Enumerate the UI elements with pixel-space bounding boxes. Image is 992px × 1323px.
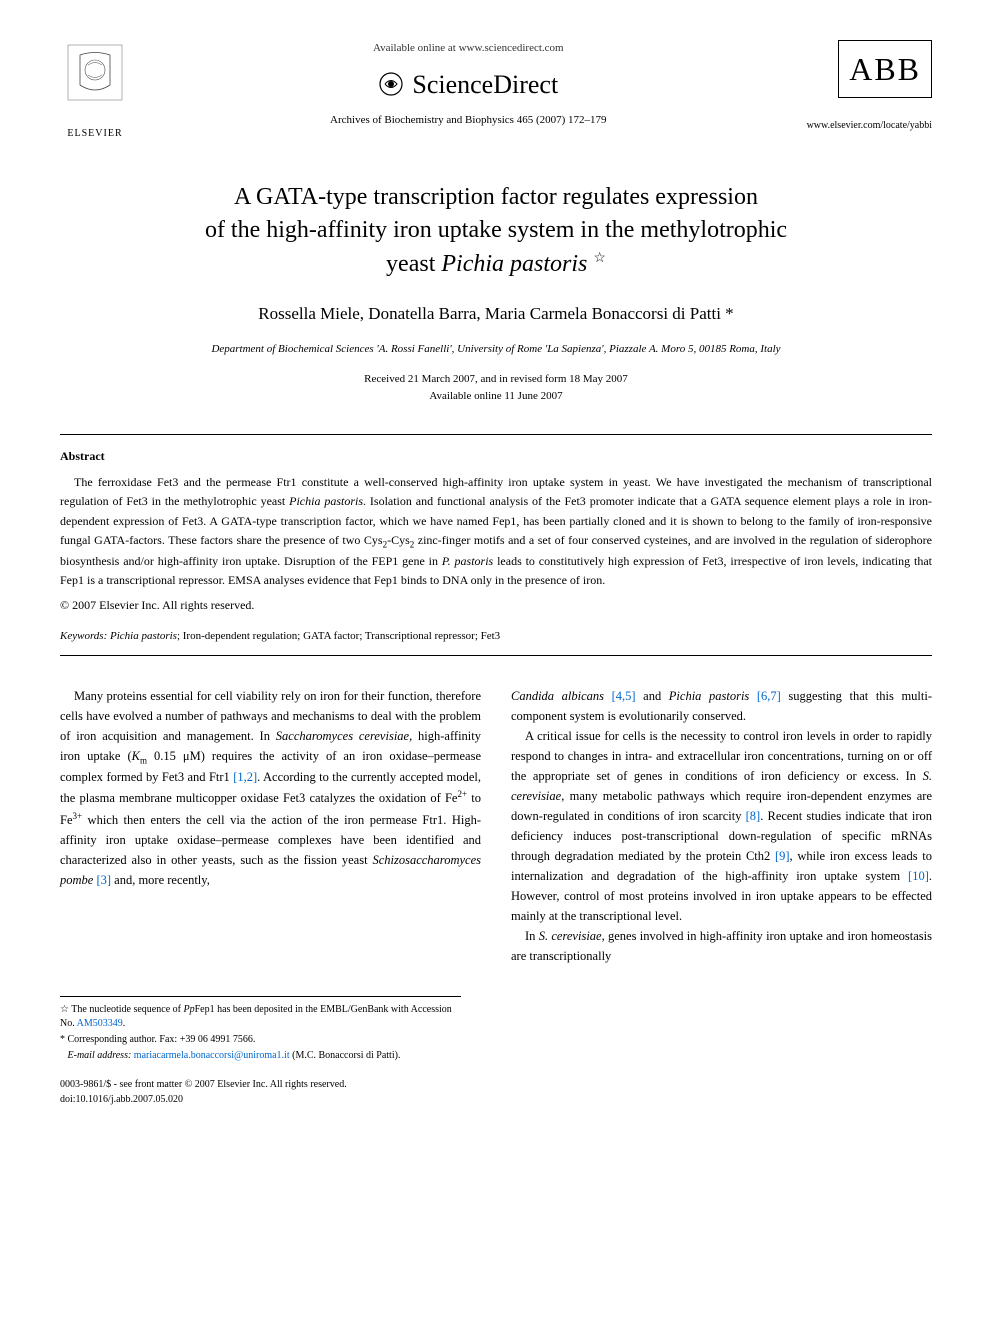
email-label: E-mail address:: [68, 1050, 132, 1061]
sciencedirect-label: ScienceDirect: [412, 65, 558, 104]
authors: Rossella Miele, Donatella Barra, Maria C…: [60, 301, 932, 327]
column-right: Candida albicans [4,5] and Pichia pastor…: [511, 686, 932, 966]
ref-link[interactable]: [9]: [775, 849, 790, 863]
email-line: E-mail address: mariacarmela.bonaccorsi@…: [60, 1049, 461, 1063]
received-date: Received 21 March 2007, and in revised f…: [60, 371, 932, 388]
body-paragraph: A critical issue for cells is the necess…: [511, 726, 932, 926]
elsevier-label: ELSEVIER: [60, 126, 130, 141]
keywords-label: Keywords:: [60, 630, 107, 642]
footnote-text: .: [123, 1018, 126, 1029]
body-paragraph: In S. cerevisiae, genes involved in high…: [511, 926, 932, 966]
ref-link[interactable]: [3]: [96, 873, 111, 887]
divider: [60, 434, 932, 435]
body-columns: Many proteins essential for cell viabili…: [60, 686, 932, 966]
ref-link[interactable]: [4,5]: [612, 689, 636, 703]
column-left: Many proteins essential for cell viabili…: [60, 686, 481, 966]
journal-url: www.elsevier.com/locate/yabbi: [807, 118, 932, 133]
keywords: Keywords: Pichia pastoris; Iron-dependen…: [60, 628, 932, 645]
footnotes: ☆ The nucleotide sequence of PpFep1 has …: [60, 996, 461, 1063]
affiliation: Department of Biochemical Sciences 'A. R…: [60, 341, 932, 358]
body-paragraph: Many proteins essential for cell viabili…: [60, 686, 481, 890]
email-suffix: (M.C. Bonaccorsi di Patti).: [290, 1050, 401, 1061]
elsevier-logo: ELSEVIER: [60, 40, 130, 141]
footnote-star: ☆ The nucleotide sequence of PpFep1 has …: [60, 1003, 461, 1031]
footnote-italic: Pp: [183, 1004, 194, 1015]
abstract-text: The ferroxidase Fet3 and the permease Ft…: [60, 473, 932, 590]
copyright: © 2007 Elsevier Inc. All rights reserved…: [60, 596, 932, 614]
ref-link[interactable]: [10]: [908, 869, 929, 883]
bottom-info: 0003-9861/$ - see front matter © 2007 El…: [60, 1077, 932, 1107]
sciencedirect-icon: [378, 71, 404, 97]
accession-link[interactable]: AM503349: [77, 1018, 123, 1029]
ref-link[interactable]: [1,2]: [233, 770, 257, 784]
page-header: ELSEVIER Available online at www.science…: [60, 40, 932, 141]
title-line-3-prefix: yeast: [386, 251, 441, 277]
title-line-1: A GATA-type transcription factor regulat…: [234, 184, 758, 210]
available-online-text: Available online at www.sciencedirect.co…: [150, 40, 787, 57]
divider: [60, 655, 932, 656]
article-title: A GATA-type transcription factor regulat…: [80, 181, 912, 282]
abb-label: ABB: [838, 40, 932, 98]
front-matter: 0003-9861/$ - see front matter © 2007 El…: [60, 1077, 932, 1092]
journal-citation: Archives of Biochemistry and Biophysics …: [150, 112, 787, 129]
title-line-2: of the high-affinity iron uptake system …: [205, 217, 787, 243]
title-footnote-star: ☆: [593, 251, 606, 266]
ref-link[interactable]: [8]: [746, 809, 761, 823]
footnote-text: ☆ The nucleotide sequence of: [60, 1004, 183, 1015]
abstract-heading: Abstract: [60, 447, 932, 465]
corresponding-author: * Corresponding author. Fax: +39 06 4991…: [60, 1033, 461, 1047]
title-species: Pichia pastoris: [441, 251, 587, 277]
ref-link[interactable]: [6,7]: [757, 689, 781, 703]
body-paragraph: Candida albicans [4,5] and Pichia pastor…: [511, 686, 932, 726]
available-date: Available online 11 June 2007: [60, 388, 932, 405]
sciencedirect-brand: ScienceDirect: [150, 65, 787, 104]
publication-dates: Received 21 March 2007, and in revised f…: [60, 371, 932, 404]
email-link[interactable]: mariacarmela.bonaccorsi@uniroma1.it: [134, 1050, 290, 1061]
journal-logo: ABB www.elsevier.com/locate/yabbi: [807, 40, 932, 133]
doi: doi:10.1016/j.abb.2007.05.020: [60, 1092, 932, 1107]
center-header: Available online at www.sciencedirect.co…: [130, 40, 807, 128]
